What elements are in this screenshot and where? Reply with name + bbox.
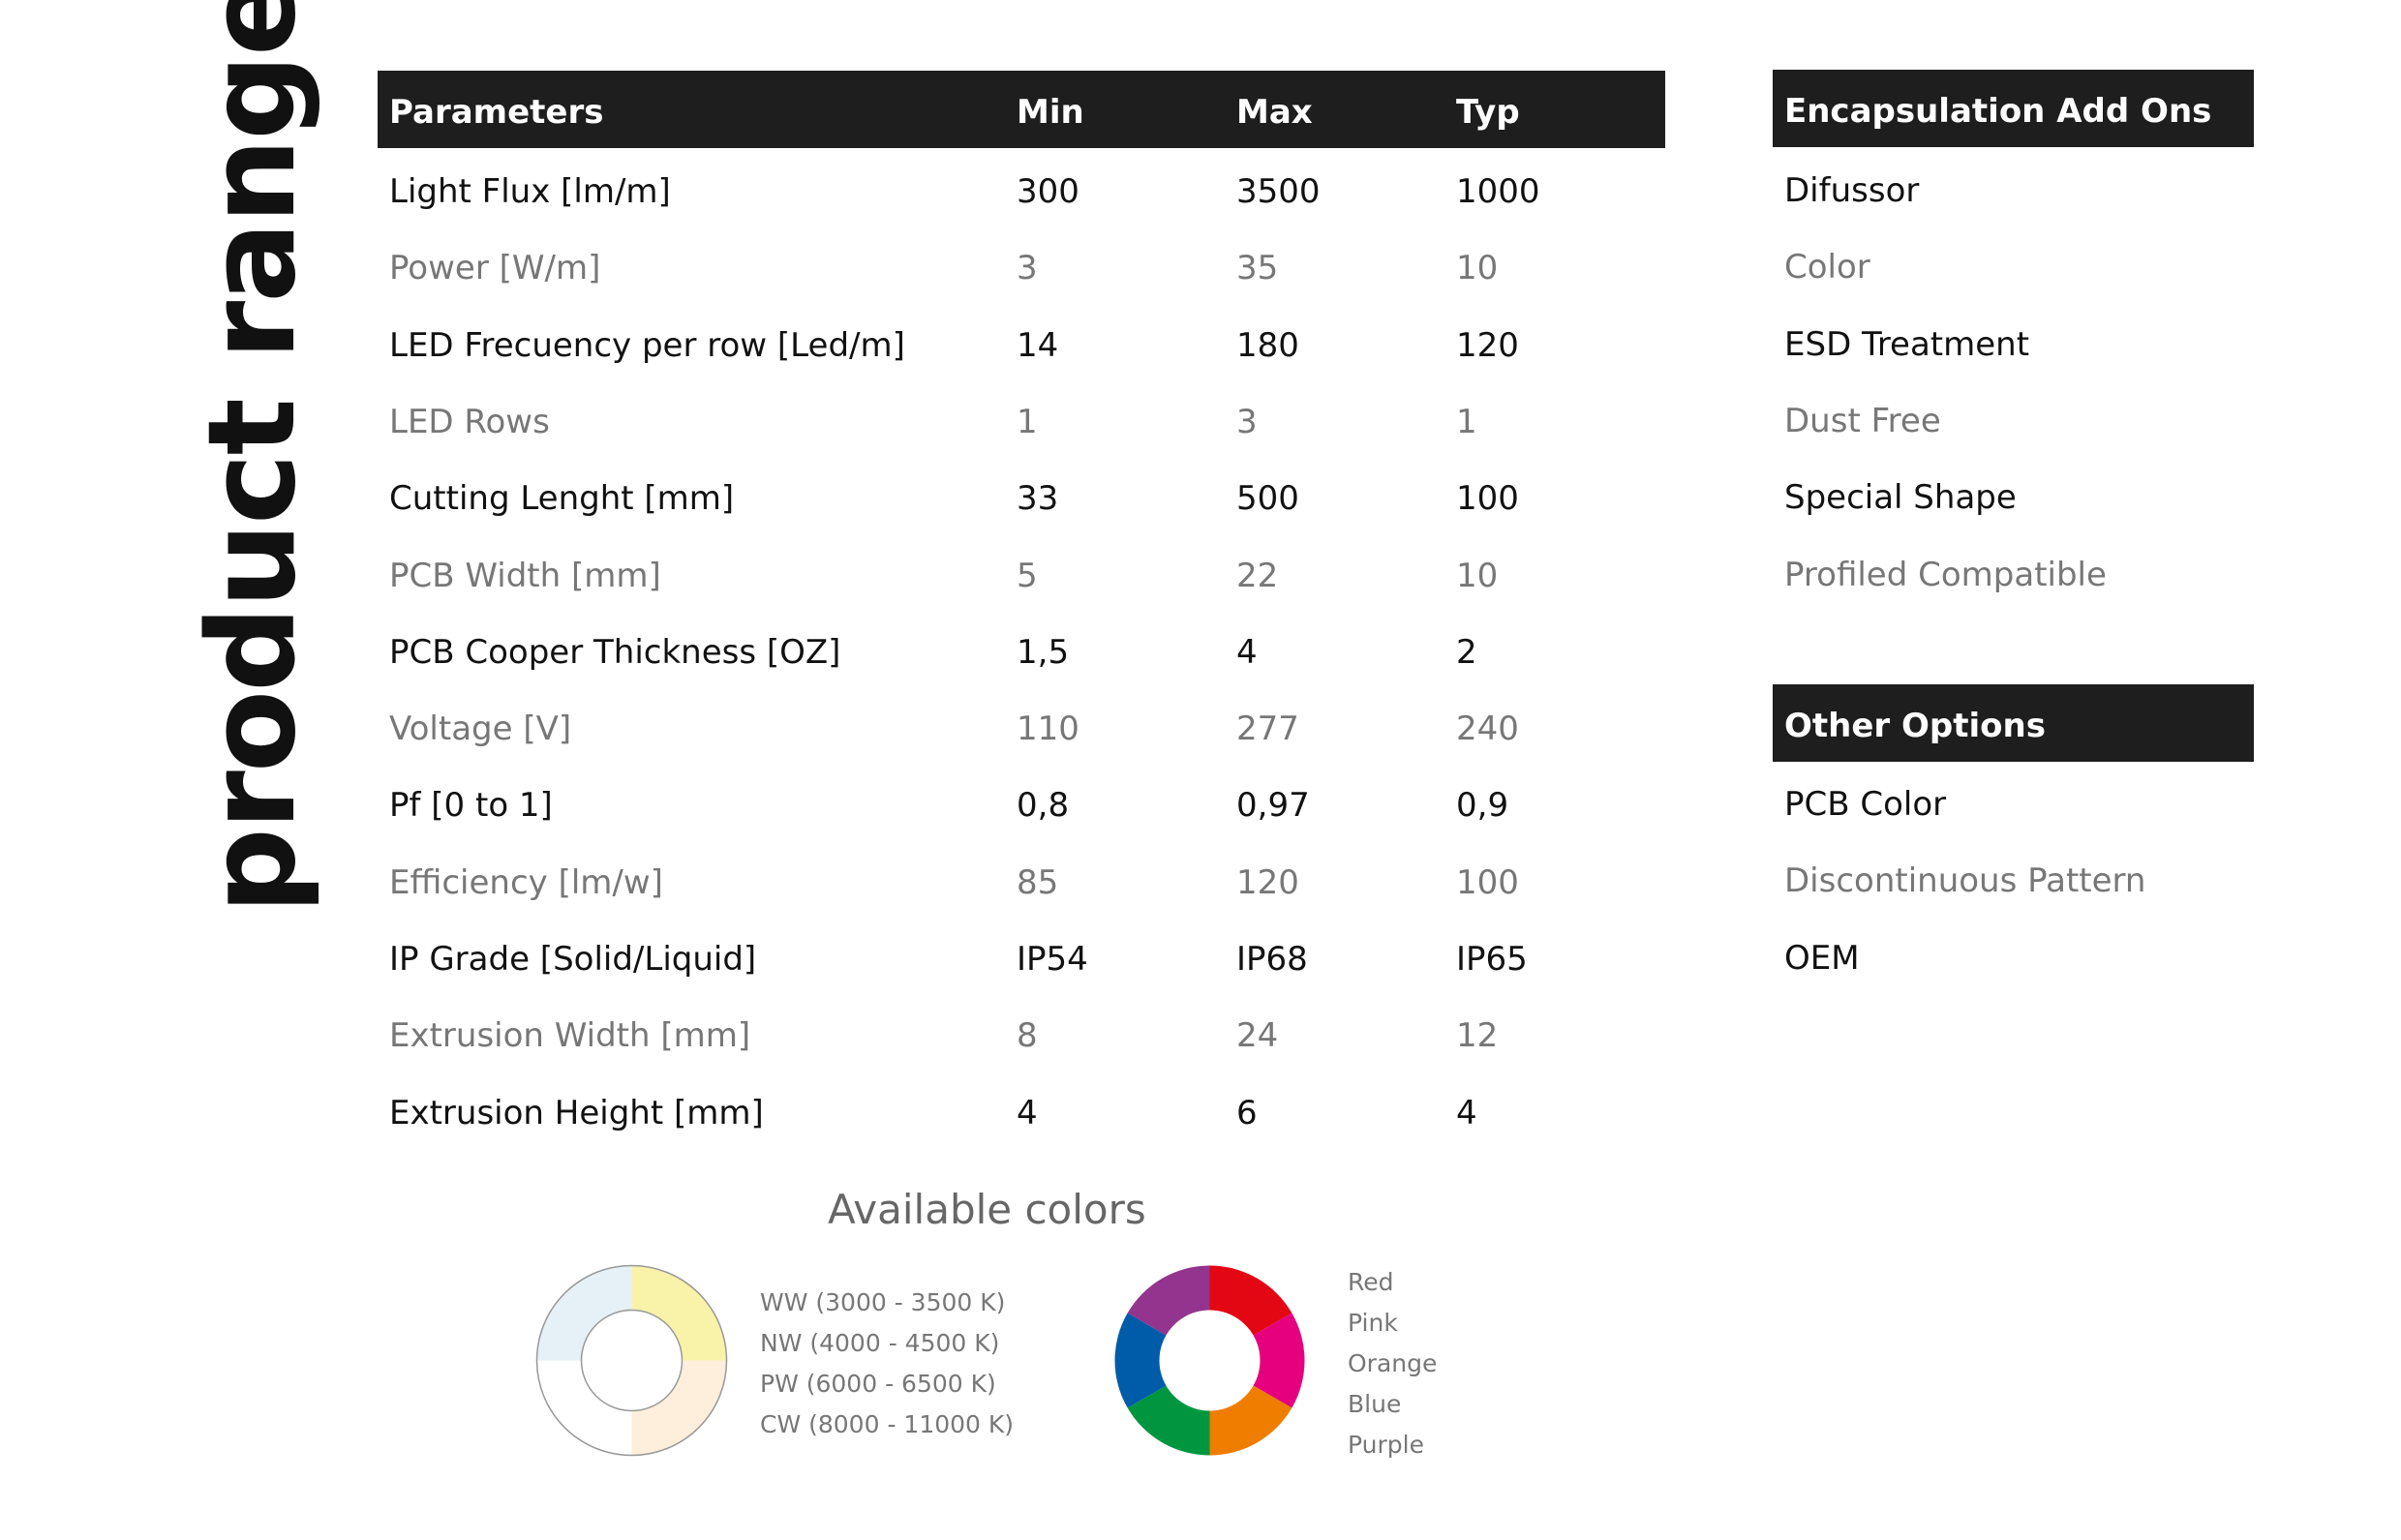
donut-outline [535,1264,728,1457]
list-item-label: Discontinuous Pattern [1784,861,2146,901]
header-typ: Typ [1456,93,1520,132]
list-item-label: Difussor [1784,171,1920,210]
legend-entry: Pink [1348,1309,1398,1337]
row-max: 3500 [1236,172,1321,211]
page-title: product range [183,0,322,914]
row-typ: 10 [1456,556,1499,595]
row-typ: 1 [1456,402,1477,441]
row-max: 500 [1236,479,1299,519]
legend-entry: Red [1348,1268,1394,1296]
legend-entry: Orange [1348,1349,1438,1377]
row-typ: 100 [1456,479,1519,519]
row-parameter: Pf [0 to 1] [389,786,553,826]
donut-segment [1209,1385,1292,1456]
row-max: 24 [1236,1016,1279,1056]
row-min: 110 [1017,710,1079,749]
row-typ: 12 [1456,1016,1499,1056]
row-min: 1 [1017,402,1038,441]
rgb-color-legend: Red Pink Orange Blue Purple [1348,1262,1437,1465]
donut-segment [536,1360,632,1456]
row-typ: 100 [1456,862,1519,902]
row-parameter: LED Rows [389,402,550,441]
donut-segment [1127,1385,1210,1456]
row-max: 180 [1236,325,1299,365]
row-typ: IP65 [1456,940,1528,979]
available-colors-title: Available colors [828,1186,1146,1233]
encapsulation-header-label: Encapsulation Add Ons [1784,92,2212,131]
row-min: 1,5 [1017,632,1070,672]
row-parameter: Efficiency [lm/w] [389,862,663,902]
donut-segment [631,1360,727,1456]
row-parameter: PCB Width [mm] [389,556,661,595]
header-min: Min [1017,93,1084,132]
row-parameter: Light Flux [lm/m] [389,172,671,211]
row-min: 3 [1017,249,1038,288]
row-parameter: IP Grade [Solid/Liquid] [389,940,757,979]
list-item-label: OEM [1784,938,1860,978]
row-max: 35 [1236,249,1279,288]
row-typ: 4 [1456,1093,1477,1132]
legend-entry: Blue [1348,1390,1402,1418]
row-typ: 0,9 [1456,786,1509,826]
row-max: 3 [1236,402,1258,441]
parameters-table-header: Parameters Min Max Typ [378,71,1665,148]
legend-entry: WW (3000 - 3500 K) [760,1288,1006,1316]
header-parameters: Parameters [389,93,604,132]
row-min: 14 [1017,325,1059,365]
rgb-color-donut [1114,1265,1305,1456]
row-min: 300 [1017,172,1079,211]
row-parameter: Extrusion Width [mm] [389,1016,751,1056]
row-min: 0,8 [1017,786,1070,826]
list-item-label: ESD Treatment [1784,324,2030,364]
donut-outline [580,1309,684,1412]
row-min: IP54 [1017,940,1088,979]
row-min: 5 [1017,556,1038,595]
other-options-header-label: Other Options [1784,707,2046,745]
row-min: 8 [1017,1016,1038,1056]
row-typ: 2 [1456,632,1477,672]
row-typ: 120 [1456,325,1519,365]
list-item-label: Special Shape [1784,478,2017,518]
donut-segment [1114,1313,1167,1408]
row-parameter: LED Frecuency per row [Led/m] [389,325,905,365]
row-parameter: Power [W/m] [389,249,601,288]
row-min: 33 [1017,479,1059,519]
donut-segment [631,1265,727,1361]
row-max: 4 [1236,632,1258,672]
donut-segment [1209,1265,1292,1336]
row-parameter: Cutting Lenght [mm] [389,479,735,519]
list-item-label: Profiled Compatible [1784,555,2107,594]
legend-entry: NW (4000 - 4500 K) [760,1329,1000,1357]
donut-segment [1127,1265,1210,1336]
encapsulation-header: Encapsulation Add Ons [1773,70,2254,147]
row-parameter: PCB Cooper Thickness [OZ] [389,632,841,672]
other-options-header: Other Options [1773,684,2254,762]
legend-entry: CW (8000 - 11000 K) [760,1410,1015,1438]
header-max: Max [1236,93,1313,132]
donut-segment [536,1265,632,1361]
white-color-donut [535,1264,728,1457]
row-min: 85 [1017,862,1059,902]
row-max: 22 [1236,556,1279,595]
row-max: 6 [1236,1093,1258,1132]
row-typ: 1000 [1456,172,1540,211]
row-max: 120 [1236,862,1299,902]
row-max: 0,97 [1236,786,1310,826]
list-item-label: Color [1784,248,1870,287]
white-color-legend: WW (3000 - 3500 K) NW (4000 - 4500 K) PW (… [760,1283,1014,1445]
row-max: 277 [1236,710,1299,749]
row-parameter: Extrusion Height [mm] [389,1093,764,1132]
donut-segment [1253,1313,1305,1408]
row-parameter: Voltage [V] [389,710,572,749]
legend-entry: PW (6000 - 6500 K) [760,1370,996,1398]
row-typ: 10 [1456,249,1499,288]
row-typ: 240 [1456,710,1519,749]
list-item-label: PCB Color [1784,785,1947,824]
legend-entry: Purple [1348,1431,1424,1459]
row-max: IP68 [1236,940,1308,979]
list-item-label: Dust Free [1784,401,1941,440]
row-min: 4 [1017,1093,1038,1132]
